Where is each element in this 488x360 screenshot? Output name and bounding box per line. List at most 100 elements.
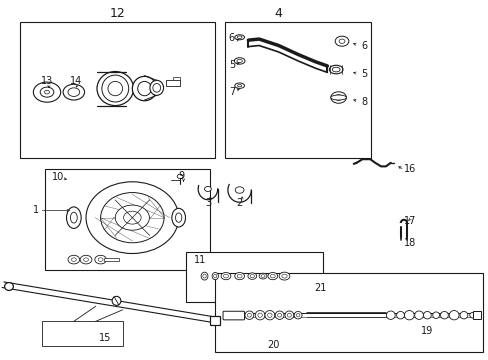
Circle shape: [204, 186, 211, 192]
Ellipse shape: [386, 311, 394, 319]
Ellipse shape: [212, 273, 218, 280]
Ellipse shape: [285, 311, 293, 319]
FancyBboxPatch shape: [223, 311, 244, 320]
Ellipse shape: [234, 83, 244, 88]
Text: 5: 5: [360, 69, 366, 79]
Text: 1: 1: [33, 206, 39, 216]
Circle shape: [40, 87, 54, 97]
Circle shape: [68, 255, 80, 264]
Ellipse shape: [223, 274, 228, 278]
Circle shape: [123, 211, 141, 224]
Text: 18: 18: [404, 238, 416, 248]
Ellipse shape: [330, 95, 346, 100]
Ellipse shape: [414, 311, 423, 319]
Ellipse shape: [108, 81, 122, 96]
Bar: [173, 77, 180, 80]
Ellipse shape: [331, 67, 339, 72]
Bar: [210, 316, 220, 325]
Ellipse shape: [203, 274, 206, 278]
Ellipse shape: [4, 283, 13, 291]
Bar: [104, 258, 119, 261]
Ellipse shape: [101, 193, 163, 243]
Ellipse shape: [213, 274, 216, 278]
Circle shape: [83, 258, 88, 261]
Circle shape: [98, 258, 103, 261]
Circle shape: [334, 95, 342, 100]
Ellipse shape: [97, 72, 133, 105]
Text: 7: 7: [228, 87, 234, 97]
Ellipse shape: [234, 58, 244, 64]
Bar: [224, 22, 370, 158]
Text: 13: 13: [41, 76, 53, 86]
Ellipse shape: [261, 275, 264, 278]
Bar: [166, 80, 180, 86]
Text: 10: 10: [52, 172, 64, 182]
Ellipse shape: [132, 76, 157, 101]
Text: 9: 9: [178, 171, 184, 181]
Bar: [472, 311, 481, 319]
Text: 14: 14: [70, 76, 82, 86]
Ellipse shape: [423, 311, 430, 319]
Ellipse shape: [329, 65, 342, 74]
Ellipse shape: [237, 274, 242, 278]
Ellipse shape: [234, 35, 244, 40]
Ellipse shape: [459, 311, 467, 319]
Text: 12: 12: [110, 7, 125, 20]
Ellipse shape: [257, 313, 262, 318]
Ellipse shape: [440, 311, 447, 319]
Text: 21: 21: [313, 283, 325, 293]
Ellipse shape: [171, 208, 185, 227]
Text: 17: 17: [403, 216, 416, 226]
Circle shape: [115, 205, 149, 230]
Ellipse shape: [281, 274, 286, 278]
Ellipse shape: [237, 59, 242, 63]
Ellipse shape: [237, 36, 242, 39]
Bar: [185, 252, 322, 302]
Ellipse shape: [66, 207, 81, 228]
Bar: [20, 22, 215, 158]
Text: 3: 3: [204, 198, 210, 208]
Ellipse shape: [279, 272, 289, 280]
Ellipse shape: [86, 182, 178, 253]
Ellipse shape: [287, 313, 291, 317]
Ellipse shape: [469, 312, 475, 318]
Ellipse shape: [448, 311, 458, 320]
Ellipse shape: [275, 311, 284, 319]
Circle shape: [71, 258, 76, 261]
Circle shape: [330, 92, 346, 103]
Text: 6: 6: [360, 41, 366, 50]
Ellipse shape: [259, 273, 266, 279]
Text: 20: 20: [267, 340, 279, 350]
Ellipse shape: [277, 313, 281, 317]
Ellipse shape: [175, 213, 182, 222]
Ellipse shape: [234, 273, 244, 280]
Text: 4: 4: [274, 7, 282, 20]
Text: 2: 2: [236, 198, 242, 208]
Ellipse shape: [112, 296, 121, 305]
Ellipse shape: [296, 314, 299, 317]
Ellipse shape: [264, 311, 274, 320]
Circle shape: [338, 39, 344, 43]
Ellipse shape: [237, 85, 242, 87]
Ellipse shape: [404, 311, 413, 320]
Ellipse shape: [267, 273, 277, 280]
Ellipse shape: [270, 274, 275, 278]
Circle shape: [68, 88, 80, 96]
Circle shape: [44, 90, 49, 94]
Ellipse shape: [153, 84, 160, 92]
Ellipse shape: [247, 313, 251, 317]
Circle shape: [63, 84, 84, 100]
Bar: [44, 169, 210, 270]
Circle shape: [33, 82, 61, 102]
Bar: [42, 321, 122, 346]
Text: 5: 5: [228, 60, 234, 70]
Ellipse shape: [255, 311, 264, 320]
Circle shape: [95, 255, 106, 264]
Text: 8: 8: [360, 97, 366, 107]
Circle shape: [235, 187, 244, 193]
Text: 16: 16: [404, 164, 416, 174]
Circle shape: [334, 36, 348, 46]
Text: 19: 19: [420, 325, 432, 336]
Ellipse shape: [267, 313, 271, 318]
Ellipse shape: [70, 212, 77, 223]
